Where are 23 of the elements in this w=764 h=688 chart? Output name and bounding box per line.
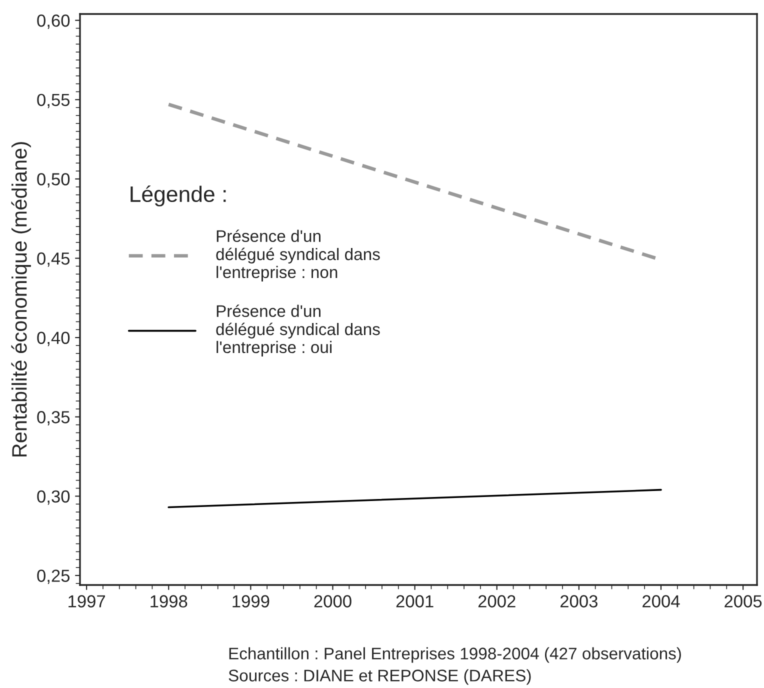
- y-tick-label: 0,60: [37, 14, 70, 29]
- x-tick-label: 2004: [642, 595, 680, 608]
- legend-label: Présence d'un délégué syndical dans l'entreprise : oui: [216, 304, 380, 356]
- x-tick-label: 2005: [724, 595, 762, 608]
- x-tick-label: 1997: [68, 595, 106, 608]
- y-tick-label: 0,30: [37, 490, 70, 505]
- x-tick-label: 1999: [232, 595, 270, 608]
- x-tick-label: 2003: [560, 595, 598, 608]
- x-tick-label: 2000: [314, 595, 352, 608]
- y-axis-title: Rentabilité économique (médiane): [11, 142, 31, 456]
- y-tick-label: 0,50: [37, 173, 70, 188]
- x-tick-label: 2002: [478, 595, 516, 608]
- y-tick-label: 0,40: [37, 332, 70, 346]
- legend-label: Présence d'un délégué syndical dans l'entreprise : non: [216, 230, 380, 282]
- x-tick-label: 2001: [396, 595, 434, 608]
- y-tick-label: 0,35: [37, 411, 70, 426]
- x-tick-label: 1998: [150, 595, 188, 608]
- y-tick-label: 0,45: [37, 252, 70, 267]
- text: Echantillon : Panel Entreprises 1998-2004 (427 observations): [229, 647, 681, 663]
- source-note: Sources : DIANE et REPONSE (DARES): [228, 669, 531, 685]
- y-tick-label: 0,25: [37, 570, 70, 584]
- y-tick-label: 0,55: [37, 94, 70, 108]
- legend-title: Légende :: [130, 185, 226, 206]
